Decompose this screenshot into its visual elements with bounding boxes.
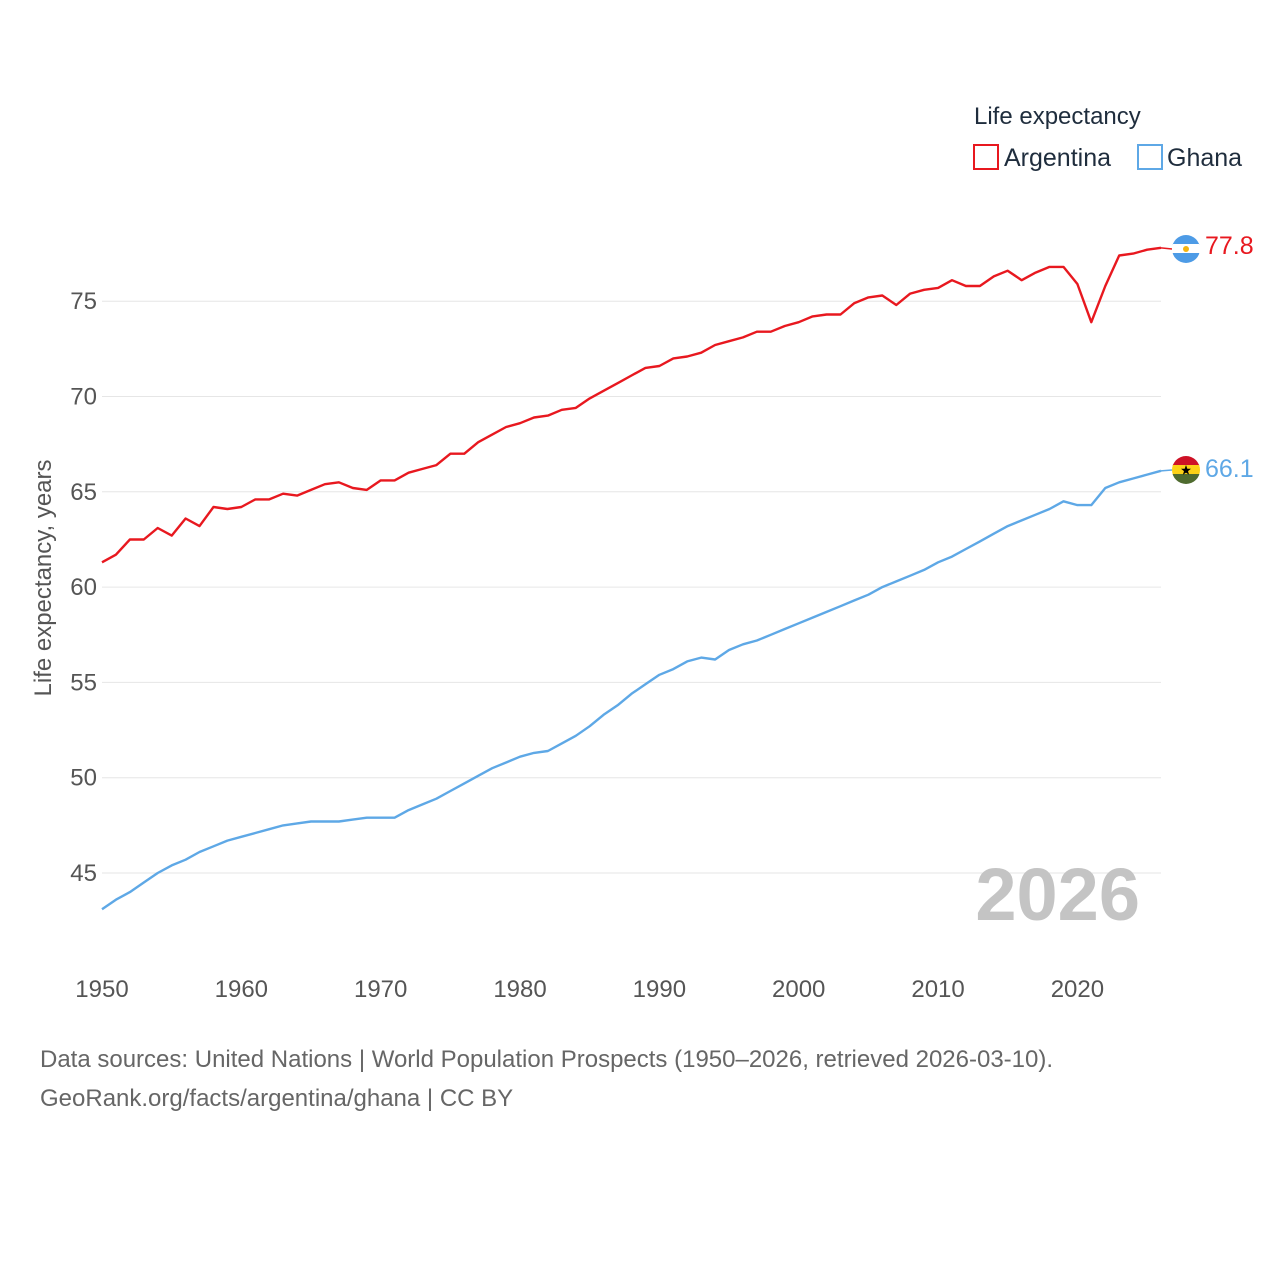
y-tick-label: 70 [70, 384, 97, 411]
x-tick-label: 1990 [633, 976, 686, 1003]
y-tick-label: 45 [70, 860, 97, 887]
end-marker-ghana: 66.1 [1160, 455, 1254, 484]
end-marker-argentina: 77.8 [1160, 232, 1254, 263]
x-tick-label: 1960 [215, 976, 268, 1003]
y-tick-label: 60 [70, 574, 97, 601]
legend-item-argentina[interactable]: Argentina [973, 144, 1111, 172]
x-tick-label: 2020 [1051, 976, 1104, 1003]
ghana-end-value: 66.1 [1205, 455, 1254, 483]
legend[interactable]: Life expectancy Argentina Ghana [973, 103, 1242, 172]
x-axis-ticks: 1950 1960 1970 1980 1990 2000 2010 2020 [75, 976, 1104, 1003]
series-lines [101, 246, 1162, 911]
legend-swatch-ghana [1137, 144, 1163, 170]
x-tick-label: 1980 [493, 976, 546, 1003]
x-tick-label: 2010 [911, 976, 964, 1003]
legend-title: Life expectancy [974, 103, 1141, 130]
legend-label-ghana: Ghana [1167, 144, 1242, 172]
legend-swatch-argentina [973, 144, 999, 170]
life-expectancy-chart: Life expectancy Argentina Ghana 45 50 55 60… [30, 103, 1254, 1003]
source-line: Data sources: United Nations | World Pop… [40, 1046, 1054, 1073]
y-axis-label: Life expectancy, years [30, 459, 57, 696]
y-axis-ticks: 45 50 55 60 65 70 75 [70, 288, 97, 887]
series-line-ghana [101, 469, 1162, 911]
argentina-flag-icon [1172, 235, 1200, 263]
y-tick-label: 55 [70, 669, 97, 696]
year-watermark: 2026 [975, 853, 1140, 936]
y-tick-label: 65 [70, 479, 97, 506]
x-tick-label: 2000 [772, 976, 825, 1003]
argentina-connector-line [1160, 247, 1173, 250]
series-line-argentina [101, 246, 1162, 564]
gridlines [102, 300, 1161, 874]
legend-label-argentina: Argentina [1004, 144, 1111, 172]
ghana-connector-line [1160, 469, 1173, 472]
y-tick-label: 50 [70, 765, 97, 792]
x-tick-label: 1970 [354, 976, 407, 1003]
source-footer: Data sources: United Nations | World Pop… [40, 1040, 1053, 1118]
y-tick-label: 75 [70, 288, 97, 315]
ghana-flag-icon [1172, 456, 1200, 484]
argentina-end-value: 77.8 [1205, 232, 1254, 260]
legend-item-ghana[interactable]: Ghana [1137, 144, 1242, 172]
x-tick-label: 1950 [75, 976, 128, 1003]
credit-line[interactable]: GeoRank.org/facts/argentina/ghana | CC B… [40, 1085, 514, 1112]
